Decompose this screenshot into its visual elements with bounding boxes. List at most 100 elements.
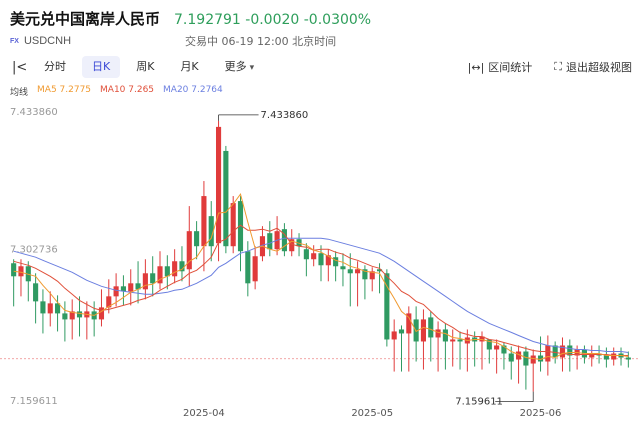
candle-body bbox=[486, 339, 492, 350]
candle-body bbox=[325, 255, 331, 266]
candle-body bbox=[420, 319, 427, 342]
candlestick-chart[interactable]: 7.433860 7.302736 7.159611 7.433860 7.159611… bbox=[0, 100, 640, 424]
x-axis-label: 2025-06 bbox=[520, 408, 562, 419]
candle-body bbox=[157, 266, 163, 284]
high-annotation-label: 7.433860 bbox=[261, 110, 309, 121]
candle-body bbox=[47, 303, 53, 314]
candle-body bbox=[33, 283, 39, 302]
candle-body bbox=[333, 257, 339, 267]
candle-body bbox=[164, 266, 170, 277]
candle-body bbox=[303, 249, 309, 260]
candle-body bbox=[355, 269, 361, 274]
candle-body bbox=[391, 331, 397, 340]
ma5-value: MA5 7.2775 bbox=[37, 85, 92, 95]
candle-body bbox=[479, 336, 485, 342]
candle-body bbox=[76, 311, 83, 318]
ma10-line bbox=[13, 224, 629, 356]
ma5-line bbox=[13, 192, 629, 361]
candle-body bbox=[69, 311, 75, 320]
y-mid-label: 7.302736 bbox=[10, 244, 58, 255]
candle-body bbox=[62, 313, 68, 320]
quote-header: 美元兑中国离岸人民币 7.192791 -0.0020 -0.0300% FX … bbox=[10, 8, 630, 48]
tab-daily-k[interactable]: 日K bbox=[82, 56, 121, 78]
candle-body bbox=[428, 317, 434, 338]
candle-body bbox=[537, 355, 544, 362]
tab-intraday[interactable]: 分时 bbox=[44, 60, 66, 73]
candle-body bbox=[318, 253, 324, 266]
candle-body bbox=[208, 216, 214, 247]
range-bracket-icon: |↔| bbox=[467, 60, 485, 74]
candle-body bbox=[457, 339, 463, 342]
candle-body bbox=[201, 196, 207, 247]
candle-body bbox=[11, 263, 17, 277]
candle-body bbox=[289, 239, 295, 252]
title-row: 美元兑中国离岸人民币 7.192791 -0.0020 -0.0300% bbox=[10, 8, 630, 29]
ma20-value: MA20 7.2764 bbox=[163, 85, 223, 95]
sub-row: FX USDCNH 交易中 06-19 12:00 北京时间 bbox=[10, 33, 630, 49]
chart-toolbar: |< 分时 日K 周K 月K 更多 |↔| 区间统计 ⛶ 退出超级视图 bbox=[0, 54, 640, 80]
candle-body bbox=[559, 345, 566, 358]
ma-label: 均线 bbox=[10, 88, 29, 98]
x-axis-label: 2025-04 bbox=[183, 408, 225, 419]
candle-body bbox=[40, 301, 46, 314]
candle-body bbox=[398, 329, 405, 334]
candle-body bbox=[494, 345, 500, 350]
trading-status: 交易中 06-19 12:00 北京时间 bbox=[185, 35, 337, 48]
y-top-label: 7.433860 bbox=[10, 107, 58, 118]
candle-body bbox=[281, 229, 287, 252]
candle-body bbox=[516, 351, 522, 360]
candle-body bbox=[223, 150, 229, 247]
candle-body bbox=[523, 351, 529, 366]
candle-body bbox=[252, 256, 258, 282]
price-change: 7.192791 -0.0020 -0.0300% bbox=[174, 12, 372, 28]
candle-body bbox=[552, 345, 558, 358]
ma20-line bbox=[13, 237, 629, 353]
candle-body bbox=[18, 266, 24, 277]
tab-monthly-k[interactable]: 月K bbox=[180, 60, 199, 73]
tab-weekly-k[interactable]: 周K bbox=[136, 60, 155, 73]
candle-body bbox=[347, 269, 353, 274]
candle-body bbox=[179, 261, 185, 272]
candle-body bbox=[172, 261, 178, 277]
fx-badge: FX bbox=[10, 37, 19, 45]
candle-body bbox=[230, 203, 236, 247]
candle-body bbox=[611, 353, 617, 360]
collapse-left-icon[interactable]: |< bbox=[12, 59, 28, 75]
candle-body bbox=[384, 273, 390, 340]
toolbar-right: |↔| 区间统计 ⛶ 退出超级视图 bbox=[446, 54, 632, 80]
candle-body bbox=[135, 283, 141, 290]
candle-body bbox=[625, 357, 631, 360]
symbol-code: USDCNH bbox=[23, 35, 72, 47]
candle-body bbox=[545, 345, 551, 362]
range-stats-button[interactable]: |↔| 区间统计 bbox=[468, 59, 533, 75]
candle-body bbox=[106, 296, 112, 308]
candle-body bbox=[150, 273, 156, 284]
candle-body bbox=[142, 273, 148, 290]
low-annotation-label: 7.159611 bbox=[455, 397, 503, 408]
exit-super-view-label: 退出超级视图 bbox=[566, 61, 632, 74]
candle-body bbox=[98, 307, 105, 320]
candle-body bbox=[55, 303, 61, 314]
range-stats-label: 区间统计 bbox=[488, 61, 533, 74]
candle-body bbox=[311, 253, 317, 260]
candle-body bbox=[362, 269, 368, 280]
candle-body bbox=[120, 286, 126, 292]
candle-body bbox=[237, 201, 244, 252]
candle-body bbox=[567, 345, 573, 356]
candle-body bbox=[589, 353, 595, 358]
y-bottom-label: 7.159611 bbox=[10, 396, 58, 407]
candle-body bbox=[501, 345, 507, 354]
candle-body bbox=[369, 271, 375, 280]
candle-body bbox=[186, 231, 192, 270]
candle-body bbox=[128, 283, 134, 292]
candle-body bbox=[603, 355, 609, 360]
ma-legend: 均线 MA5 7.2775 MA10 7.265 MA20 7.2764 bbox=[10, 85, 232, 98]
tab-more[interactable]: 更多 bbox=[215, 56, 265, 78]
exit-super-view-button[interactable]: ⛶ 退出超级视图 bbox=[554, 59, 632, 75]
candle-body bbox=[530, 355, 536, 364]
candle-body bbox=[340, 266, 346, 270]
candle-body bbox=[450, 339, 456, 342]
candle-body bbox=[267, 233, 273, 250]
ma10-value: MA10 7.265 bbox=[100, 85, 155, 95]
candle-body bbox=[508, 353, 514, 362]
